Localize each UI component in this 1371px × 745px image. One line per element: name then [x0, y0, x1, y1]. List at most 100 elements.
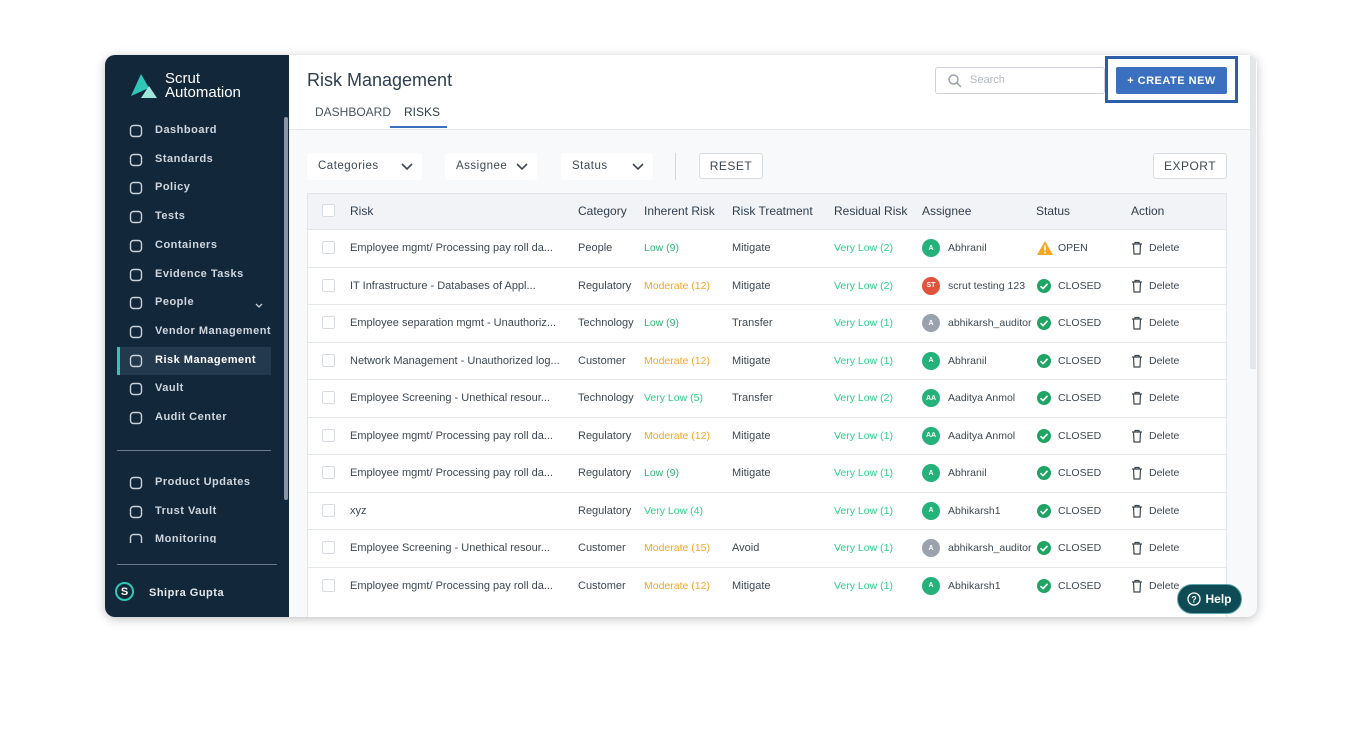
status: CLOSED: [1058, 504, 1102, 517]
status-icon: [1036, 315, 1054, 331]
risk-treatment: Avoid: [732, 542, 760, 554]
risk-treatment: Mitigate: [732, 579, 771, 592]
row-border: [308, 566, 1226, 568]
search-box[interactable]: Search: [935, 67, 1105, 94]
checkbox[interactable]: [322, 241, 335, 254]
nav-item[interactable]: Standards: [155, 152, 214, 165]
status: CLOSED: [1058, 279, 1102, 292]
delete-action[interactable]: Delete: [1149, 392, 1180, 404]
nav-item[interactable]: Risk Management: [155, 353, 257, 366]
residual-risk: Very Low (1): [834, 579, 893, 592]
residual-risk: Very Low (2): [834, 242, 893, 254]
checkbox[interactable]: [322, 541, 335, 554]
checkbox[interactable]: [322, 466, 335, 479]
delete-action[interactable]: Delete: [1149, 467, 1180, 479]
nav-icon: [129, 181, 143, 195]
nav-item[interactable]: Product Updates: [155, 476, 251, 488]
assignee-name: Abhranil: [948, 354, 987, 367]
delete-action[interactable]: Delete: [1149, 354, 1180, 367]
column-header: Risk: [350, 204, 374, 218]
inherent-risk: Moderate (12): [644, 429, 710, 442]
chevron: [631, 160, 645, 174]
delete-action[interactable]: Delete: [1149, 317, 1180, 329]
category: People: [578, 242, 613, 254]
row-border: [308, 304, 1226, 305]
assignee-avatar: ST: [922, 276, 940, 295]
nav-item[interactable]: People: [155, 296, 195, 309]
status: CLOSED: [1058, 542, 1102, 554]
nav-item[interactable]: Dashboard: [155, 124, 217, 136]
nav-item[interactable]: Monitoring: [155, 533, 217, 543]
residual-risk: Very Low (1): [834, 467, 893, 479]
delete-icon: [1131, 429, 1143, 443]
logo-icon: [131, 74, 157, 98]
user-name[interactable]: Shipra Gupta: [149, 587, 225, 599]
checkbox[interactable]: [322, 278, 335, 292]
reset-button[interactable]: RESET: [699, 153, 763, 179]
search-placeholder: Search: [970, 74, 1005, 86]
checkbox[interactable]: [322, 316, 335, 329]
risk-name: Network Management - Unauthorized log...: [350, 354, 560, 367]
delete-action[interactable]: Delete: [1149, 579, 1180, 592]
nav-item[interactable]: Containers: [155, 238, 218, 251]
filter-dropdown[interactable]: Status: [561, 153, 653, 180]
row-border: [308, 266, 1226, 268]
delete-action[interactable]: Delete: [1149, 242, 1180, 254]
search-icon: [948, 74, 962, 88]
delete-action[interactable]: Delete: [1149, 542, 1180, 554]
chevron: [515, 160, 529, 174]
risk-treatment: Mitigate: [732, 279, 771, 292]
checkbox[interactable]: [322, 503, 335, 517]
assignee-avatar: A: [922, 576, 940, 595]
app-window: Scrut Automation Dashboard Standards Polic…: [105, 55, 1257, 617]
assignee-avatar: A: [922, 539, 940, 557]
assignee-name: Abhikarsh1: [948, 504, 1001, 517]
residual-risk: Very Low (1): [834, 504, 893, 517]
checkbox[interactable]: [322, 578, 335, 592]
nav-item[interactable]: Evidence Tasks: [155, 267, 244, 280]
nav-icon: [129, 210, 143, 224]
nav-item[interactable]: Tests: [155, 210, 186, 223]
tab[interactable]: RISKS: [404, 105, 441, 119]
nav-item[interactable]: Vault: [155, 382, 184, 395]
nav-icon: [129, 153, 143, 167]
checkbox[interactable]: [322, 391, 335, 404]
tab[interactable]: DASHBOARD: [315, 105, 392, 119]
risk-table: Risk Category Inherent Risk Risk Treatment R…: [307, 193, 1227, 617]
help-label: Help: [1205, 592, 1232, 606]
delete-action[interactable]: Delete: [1149, 429, 1180, 442]
category: Technology: [578, 317, 634, 329]
user-avatar[interactable]: S: [115, 582, 134, 601]
nav-item[interactable]: Vendor Management: [155, 324, 272, 337]
export-button[interactable]: EXPORT: [1153, 153, 1227, 179]
nav-icon: [129, 354, 143, 368]
filter-dropdown[interactable]: Assignee: [445, 153, 537, 180]
risk-treatment: Mitigate: [732, 467, 771, 479]
sidebar: Scrut Automation Dashboard Standards Polic…: [105, 55, 289, 617]
delete-action[interactable]: Delete: [1149, 279, 1180, 292]
risk-treatment: Mitigate: [732, 429, 771, 442]
checkbox[interactable]: [322, 428, 335, 442]
checkbox[interactable]: [322, 353, 335, 367]
nav-item[interactable]: Audit Center: [155, 411, 227, 423]
nav-item[interactable]: Policy: [155, 181, 191, 194]
status-icon: [1036, 540, 1054, 556]
row-border: [308, 416, 1226, 418]
checkbox[interactable]: [322, 204, 335, 217]
column-header: Assignee: [922, 204, 972, 218]
inherent-risk: Very Low (5): [644, 392, 703, 404]
nav-item[interactable]: Trust Vault: [155, 504, 217, 517]
delete-icon: [1131, 541, 1143, 555]
category: Regulatory: [578, 429, 632, 442]
residual-risk: Very Low (2): [834, 279, 893, 292]
help-button[interactable]: ? Help: [1177, 584, 1242, 614]
column-header: Action: [1131, 204, 1165, 218]
delete-action[interactable]: Delete: [1149, 504, 1180, 517]
inherent-risk: Low (9): [644, 242, 680, 254]
create-button[interactable]: + CREATE NEW: [1116, 67, 1227, 94]
filter-dropdown[interactable]: Categories: [307, 153, 422, 180]
main: Risk Management Search + CREATE NEW DASH…: [289, 55, 1257, 617]
nav-icon: [129, 411, 143, 425]
status-icon: [1036, 465, 1054, 481]
